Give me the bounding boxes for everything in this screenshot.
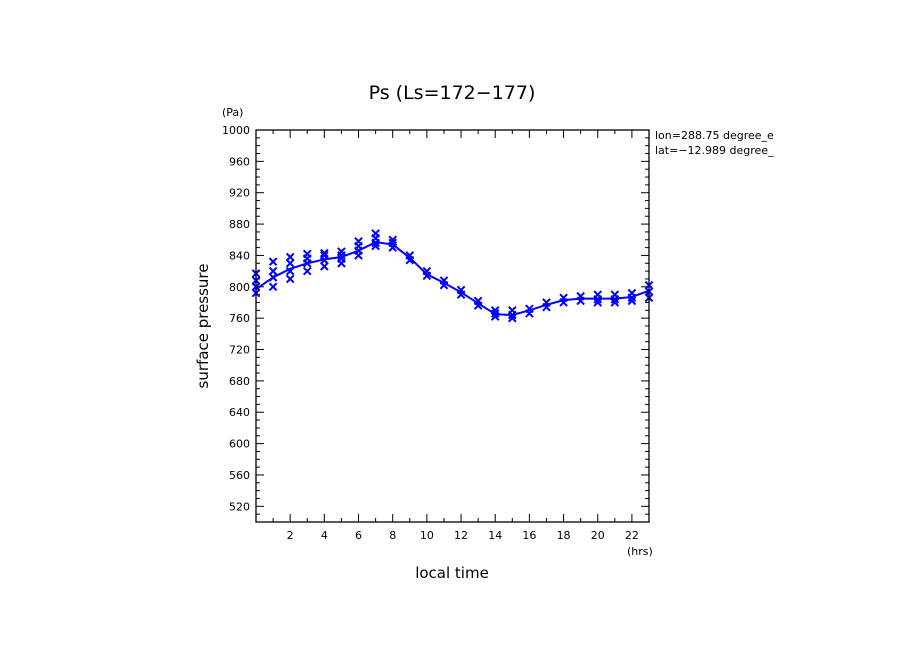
line-point — [545, 303, 548, 306]
line-point — [289, 267, 292, 270]
x-tick-label: 6 — [355, 529, 362, 542]
line-point — [579, 297, 582, 300]
y-tick-label: 960 — [229, 155, 250, 168]
line-point — [408, 256, 411, 259]
x-marker — [610, 290, 620, 299]
y-tick-label: 880 — [229, 218, 250, 231]
x-marker — [507, 306, 517, 315]
x-marker — [285, 252, 295, 262]
y-tick-label: 720 — [229, 344, 250, 357]
x-marker — [371, 229, 380, 238]
x-marker — [593, 298, 603, 307]
x-tick-label: 2 — [287, 529, 294, 542]
x-marker — [439, 276, 449, 285]
x-marker — [320, 248, 329, 258]
x-marker — [593, 290, 603, 299]
x-marker — [337, 254, 346, 263]
x-marker — [542, 298, 551, 307]
line-point — [460, 291, 462, 294]
chart-title: Ps (Ls=172−177) — [369, 82, 536, 104]
x-marker — [507, 313, 517, 323]
x-tick-label: 20 — [591, 529, 605, 542]
series-line — [255, 241, 650, 317]
line-point — [443, 281, 445, 284]
x-tick-label: 22 — [625, 529, 639, 542]
x-tick-label: 14 — [488, 529, 502, 542]
annotation-lat: lat=−12.989 degree_ — [655, 144, 774, 157]
x-marker — [285, 258, 295, 268]
y-unit-label: (Pa) — [222, 106, 243, 119]
x-marker — [490, 309, 500, 318]
x-marker — [388, 235, 398, 245]
y-tick-label: 840 — [229, 249, 250, 262]
y-axis-label: surface pressure — [194, 264, 212, 389]
x-marker — [268, 266, 278, 276]
x-tick-label: 16 — [522, 529, 536, 542]
x-marker — [337, 247, 346, 256]
x-tick-label: 18 — [557, 529, 571, 542]
y-tick-label: 520 — [229, 500, 250, 513]
y-tick-label: 800 — [229, 281, 250, 294]
x-marker — [302, 249, 312, 259]
x-marker — [405, 251, 415, 260]
x-marker — [268, 273, 278, 282]
x-marker — [422, 266, 432, 276]
x-tick-label: 8 — [389, 529, 396, 542]
x-marker — [456, 285, 466, 295]
x-marker — [320, 251, 329, 260]
x-marker — [268, 282, 278, 292]
x-marker — [302, 266, 312, 276]
y-tick-label: 920 — [229, 187, 250, 200]
y-tick-label: 1000 — [222, 124, 250, 137]
x-tick-label: 10 — [420, 529, 434, 542]
x-marker — [388, 238, 398, 248]
x-tick-label: 4 — [321, 529, 328, 542]
x-unit-label: (hrs) — [627, 545, 653, 558]
y-tick-label: 760 — [229, 312, 250, 325]
x-marker — [610, 298, 620, 307]
x-marker — [285, 274, 295, 284]
x-tick-label: 12 — [454, 529, 468, 542]
line-point — [562, 299, 565, 302]
y-tick-label: 600 — [229, 438, 250, 451]
x-marker — [354, 237, 363, 246]
line-point — [477, 302, 480, 305]
x-marker — [559, 293, 568, 303]
x-marker — [627, 296, 637, 306]
y-tick-label: 560 — [229, 469, 250, 482]
y-tick-label: 640 — [229, 406, 250, 419]
annotation-lon: lon=288.75 degree_e — [655, 129, 774, 142]
x-marker — [371, 241, 380, 251]
x-axis-label: local time — [415, 564, 489, 582]
x-marker — [320, 262, 329, 271]
x-marker — [576, 291, 585, 301]
x-marker — [490, 306, 500, 315]
y-tick-label: 680 — [229, 375, 250, 388]
x-marker — [627, 288, 637, 298]
x-marker — [268, 257, 278, 267]
x-marker — [285, 266, 295, 276]
plot-frame — [255, 129, 650, 523]
x-marker — [490, 312, 500, 321]
x-marker — [473, 296, 483, 306]
x-marker — [525, 304, 534, 314]
